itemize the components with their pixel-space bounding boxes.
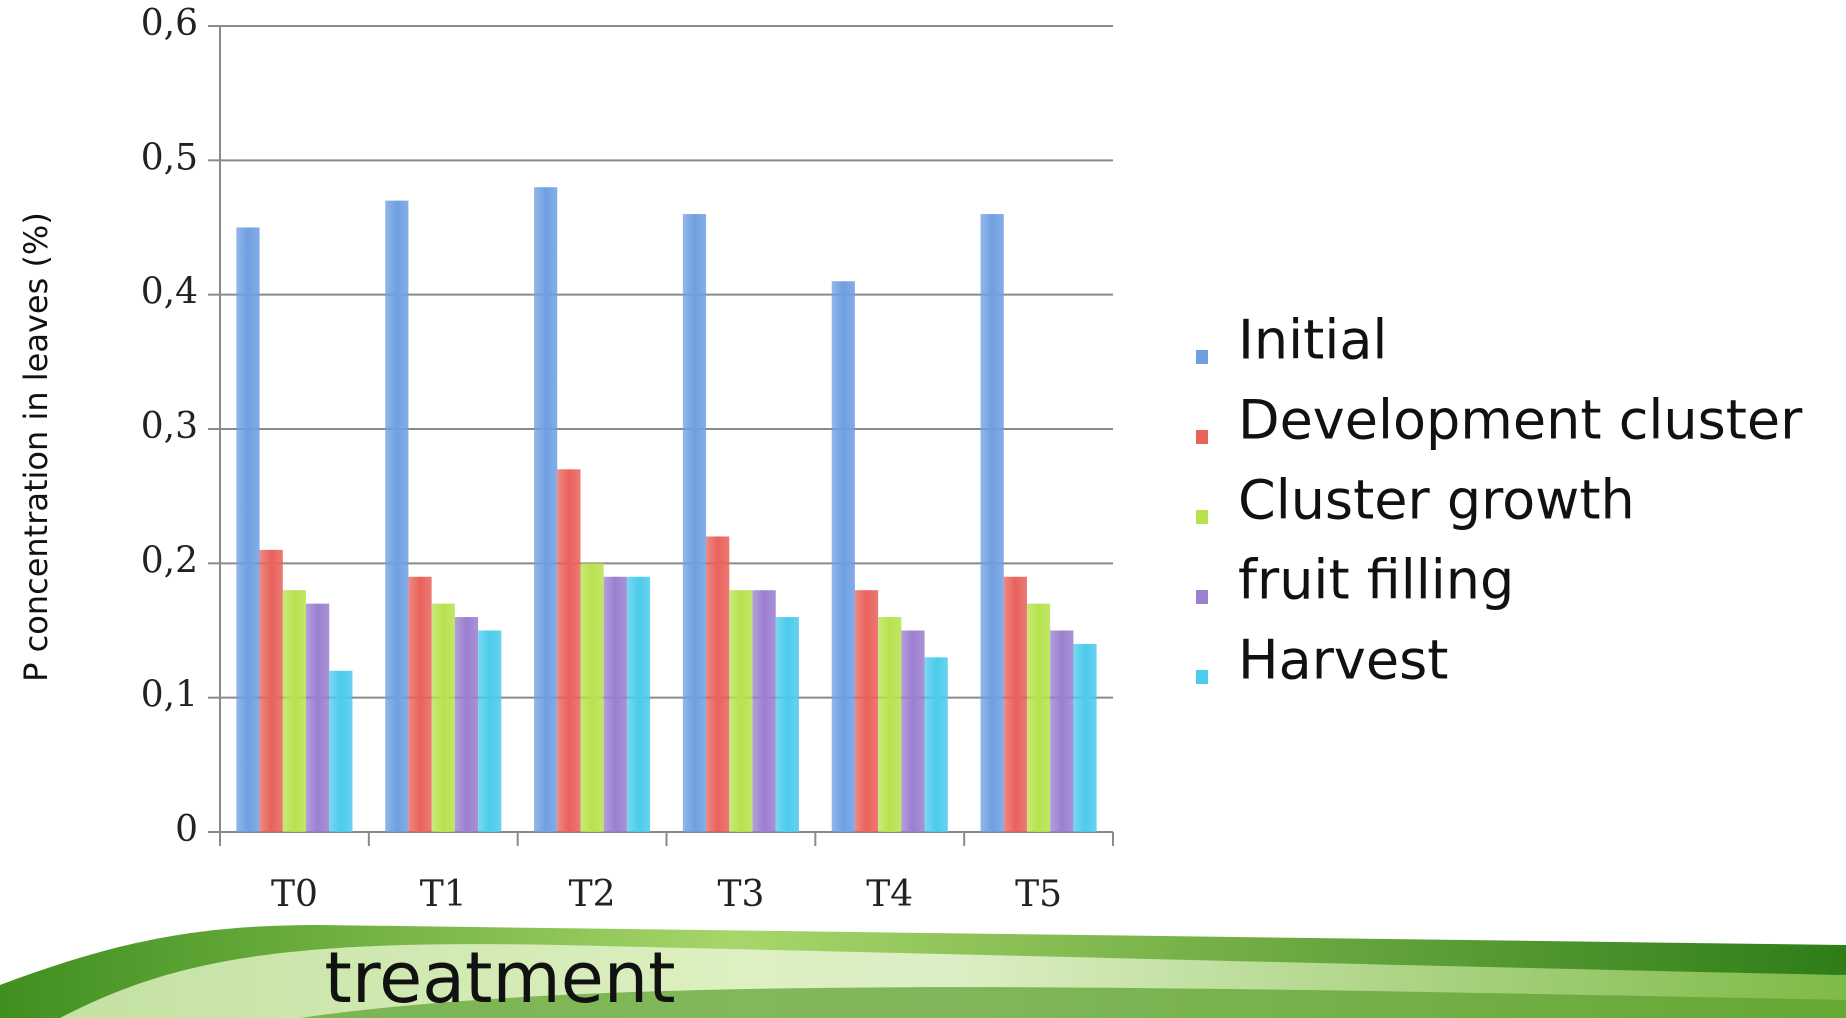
bar	[1050, 630, 1074, 832]
bar	[557, 469, 581, 832]
bar	[259, 549, 283, 832]
legend-marker	[1196, 350, 1208, 364]
bar	[408, 576, 432, 832]
y-tick-label: 0,1	[141, 675, 198, 716]
x-tick-label: T2	[569, 874, 616, 915]
y-tick-label: 0,3	[141, 406, 198, 447]
bar	[682, 214, 707, 833]
bar	[706, 536, 730, 832]
legend-marker	[1196, 590, 1208, 604]
bar	[1073, 643, 1097, 832]
bar	[329, 670, 353, 832]
legend-marker	[1196, 670, 1208, 684]
x-tick-label: T3	[717, 874, 764, 915]
y-tick-label: 0,6	[141, 3, 198, 44]
bar	[752, 590, 776, 832]
bar	[1026, 603, 1051, 832]
bar	[980, 214, 1004, 833]
bar	[901, 630, 925, 832]
bar	[924, 657, 948, 832]
legend-label: Initial	[1238, 309, 1387, 372]
legend-label: Harvest	[1238, 629, 1448, 692]
legend-label: fruit filling	[1238, 549, 1514, 612]
legend-marker	[1196, 430, 1208, 444]
bar	[385, 200, 409, 833]
legend-marker	[1196, 510, 1208, 524]
bar	[478, 630, 502, 832]
x-tick-label: T1	[420, 874, 467, 915]
bar	[775, 617, 799, 832]
legend-label: Cluster growth	[1238, 469, 1635, 532]
bar	[431, 603, 455, 832]
bar	[729, 590, 753, 832]
bar	[534, 187, 558, 832]
x-tick-label: T4	[866, 874, 913, 915]
y-tick-label: 0	[175, 809, 198, 850]
bar	[454, 617, 479, 832]
legend-label: Development cluster	[1238, 389, 1803, 452]
bar	[878, 617, 902, 832]
bar	[282, 590, 307, 832]
bar	[236, 227, 260, 832]
x-tick-label: T0	[271, 874, 318, 915]
y-axis-title: P concentration in leaves (%)	[17, 212, 55, 682]
bar	[1003, 576, 1027, 832]
bar	[603, 576, 627, 832]
y-tick-label: 0,2	[141, 540, 198, 581]
bar	[831, 281, 855, 832]
bar	[626, 576, 651, 832]
decoration	[0, 925, 1846, 1018]
y-tick-label: 0,5	[141, 137, 198, 178]
bar	[306, 603, 330, 832]
bar	[580, 563, 604, 832]
x-axis-title: treatment	[324, 937, 675, 1018]
bar	[854, 590, 879, 832]
x-tick-label: T5	[1015, 874, 1062, 915]
y-tick-label: 0,4	[141, 272, 198, 313]
